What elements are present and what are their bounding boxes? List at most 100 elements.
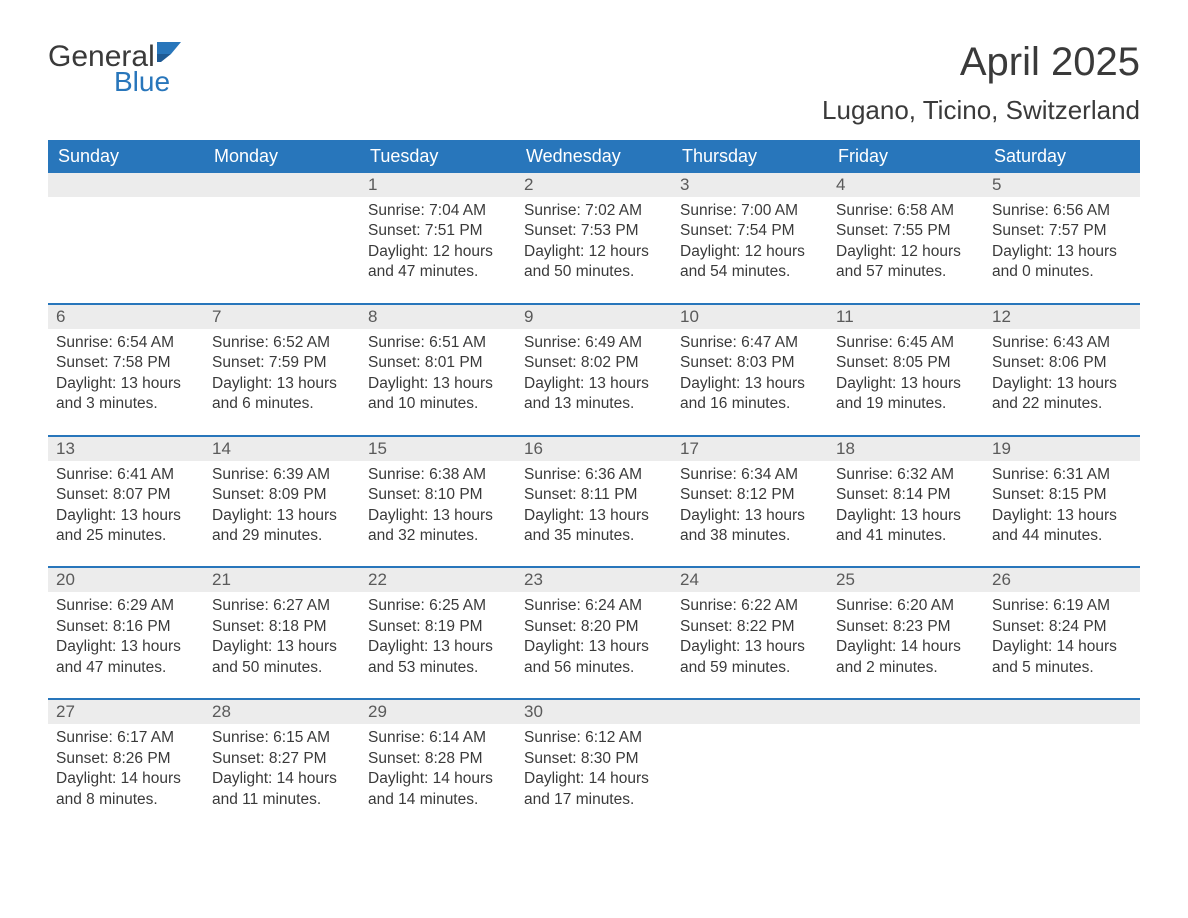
sunrise-text: Sunrise: 6:49 AM [524, 333, 664, 353]
day-body: Sunrise: 6:49 AMSunset: 8:02 PMDaylight:… [516, 329, 672, 415]
day-number-row: 27 [48, 700, 204, 724]
week-row: 27Sunrise: 6:17 AMSunset: 8:26 PMDayligh… [48, 698, 1140, 816]
day-cell: 21Sunrise: 6:27 AMSunset: 8:18 PMDayligh… [204, 568, 360, 684]
day-body: Sunrise: 6:54 AMSunset: 7:58 PMDaylight:… [48, 329, 204, 415]
sunset-text: Sunset: 8:30 PM [524, 749, 664, 769]
daylight-text: Daylight: 14 hours and 14 minutes. [368, 769, 508, 810]
daylight-text: Daylight: 13 hours and 10 minutes. [368, 374, 508, 415]
sunrise-text: Sunrise: 6:54 AM [56, 333, 196, 353]
sunset-text: Sunset: 7:59 PM [212, 353, 352, 373]
day-cell [984, 700, 1140, 816]
day-number-row: 17 [672, 437, 828, 461]
day-body [204, 197, 360, 201]
day-number: 16 [516, 437, 551, 461]
day-number: 14 [204, 437, 239, 461]
day-cell: 29Sunrise: 6:14 AMSunset: 8:28 PMDayligh… [360, 700, 516, 816]
daylight-text: Daylight: 12 hours and 54 minutes. [680, 242, 820, 283]
daylight-text: Daylight: 13 hours and 38 minutes. [680, 506, 820, 547]
day-cell: 13Sunrise: 6:41 AMSunset: 8:07 PMDayligh… [48, 437, 204, 553]
sunset-text: Sunset: 8:06 PM [992, 353, 1132, 373]
daylight-text: Daylight: 12 hours and 50 minutes. [524, 242, 664, 283]
sunrise-text: Sunrise: 6:25 AM [368, 596, 508, 616]
sunrise-text: Sunrise: 7:04 AM [368, 201, 508, 221]
sunrise-text: Sunrise: 6:24 AM [524, 596, 664, 616]
daylight-text: Daylight: 14 hours and 8 minutes. [56, 769, 196, 810]
day-body: Sunrise: 6:36 AMSunset: 8:11 PMDaylight:… [516, 461, 672, 547]
week-row: 13Sunrise: 6:41 AMSunset: 8:07 PMDayligh… [48, 435, 1140, 553]
day-body: Sunrise: 6:45 AMSunset: 8:05 PMDaylight:… [828, 329, 984, 415]
dow-sunday: Sunday [48, 140, 204, 173]
day-cell: 27Sunrise: 6:17 AMSunset: 8:26 PMDayligh… [48, 700, 204, 816]
day-number [672, 710, 688, 714]
logo-flag-icon [157, 40, 185, 62]
day-body: Sunrise: 6:19 AMSunset: 8:24 PMDaylight:… [984, 592, 1140, 678]
sunset-text: Sunset: 7:54 PM [680, 221, 820, 241]
day-number: 22 [360, 568, 395, 592]
day-cell: 10Sunrise: 6:47 AMSunset: 8:03 PMDayligh… [672, 305, 828, 421]
day-cell [828, 700, 984, 816]
daylight-text: Daylight: 12 hours and 47 minutes. [368, 242, 508, 283]
day-number-row [204, 173, 360, 197]
day-number: 2 [516, 173, 541, 197]
day-number-row: 12 [984, 305, 1140, 329]
day-number-row: 18 [828, 437, 984, 461]
sunrise-text: Sunrise: 6:12 AM [524, 728, 664, 748]
day-number: 8 [360, 305, 385, 329]
day-number: 7 [204, 305, 229, 329]
location-subtitle: Lugano, Ticino, Switzerland [822, 95, 1140, 126]
sunrise-text: Sunrise: 6:56 AM [992, 201, 1132, 221]
day-number: 29 [360, 700, 395, 724]
sunset-text: Sunset: 8:19 PM [368, 617, 508, 637]
day-number-row: 29 [360, 700, 516, 724]
day-cell: 14Sunrise: 6:39 AMSunset: 8:09 PMDayligh… [204, 437, 360, 553]
day-number-row: 8 [360, 305, 516, 329]
sunset-text: Sunset: 8:09 PM [212, 485, 352, 505]
day-number-row: 4 [828, 173, 984, 197]
day-number-row: 30 [516, 700, 672, 724]
day-number-row: 15 [360, 437, 516, 461]
daylight-text: Daylight: 13 hours and 56 minutes. [524, 637, 664, 678]
day-number: 26 [984, 568, 1019, 592]
day-body: Sunrise: 6:51 AMSunset: 8:01 PMDaylight:… [360, 329, 516, 415]
logo-word2: Blue [114, 66, 185, 98]
sunrise-text: Sunrise: 7:02 AM [524, 201, 664, 221]
day-number [984, 710, 1000, 714]
day-cell: 26Sunrise: 6:19 AMSunset: 8:24 PMDayligh… [984, 568, 1140, 684]
day-number-row: 19 [984, 437, 1140, 461]
day-body: Sunrise: 6:14 AMSunset: 8:28 PMDaylight:… [360, 724, 516, 810]
day-number: 19 [984, 437, 1019, 461]
day-number-row: 20 [48, 568, 204, 592]
day-number-row: 24 [672, 568, 828, 592]
sunrise-text: Sunrise: 6:22 AM [680, 596, 820, 616]
daylight-text: Daylight: 12 hours and 57 minutes. [836, 242, 976, 283]
day-cell: 22Sunrise: 6:25 AMSunset: 8:19 PMDayligh… [360, 568, 516, 684]
month-title: April 2025 [822, 40, 1140, 85]
daylight-text: Daylight: 13 hours and 25 minutes. [56, 506, 196, 547]
day-body: Sunrise: 6:29 AMSunset: 8:16 PMDaylight:… [48, 592, 204, 678]
day-cell: 28Sunrise: 6:15 AMSunset: 8:27 PMDayligh… [204, 700, 360, 816]
sunset-text: Sunset: 8:10 PM [368, 485, 508, 505]
sunrise-text: Sunrise: 6:15 AM [212, 728, 352, 748]
day-number-row: 23 [516, 568, 672, 592]
header: General Blue April 2025 Lugano, Ticino, … [48, 40, 1140, 126]
day-body [672, 724, 828, 728]
day-number-row: 6 [48, 305, 204, 329]
day-number: 6 [48, 305, 73, 329]
sunset-text: Sunset: 8:05 PM [836, 353, 976, 373]
day-number-row [672, 700, 828, 724]
day-number: 12 [984, 305, 1019, 329]
day-cell: 11Sunrise: 6:45 AMSunset: 8:05 PMDayligh… [828, 305, 984, 421]
daylight-text: Daylight: 14 hours and 11 minutes. [212, 769, 352, 810]
day-body [828, 724, 984, 728]
daylight-text: Daylight: 14 hours and 17 minutes. [524, 769, 664, 810]
day-number-row: 3 [672, 173, 828, 197]
day-cell: 6Sunrise: 6:54 AMSunset: 7:58 PMDaylight… [48, 305, 204, 421]
day-body: Sunrise: 6:15 AMSunset: 8:27 PMDaylight:… [204, 724, 360, 810]
sunset-text: Sunset: 8:28 PM [368, 749, 508, 769]
day-number: 17 [672, 437, 707, 461]
week-row: 1Sunrise: 7:04 AMSunset: 7:51 PMDaylight… [48, 173, 1140, 289]
sunrise-text: Sunrise: 6:51 AM [368, 333, 508, 353]
week-row: 20Sunrise: 6:29 AMSunset: 8:16 PMDayligh… [48, 566, 1140, 684]
sunset-text: Sunset: 8:02 PM [524, 353, 664, 373]
sunrise-text: Sunrise: 7:00 AM [680, 201, 820, 221]
